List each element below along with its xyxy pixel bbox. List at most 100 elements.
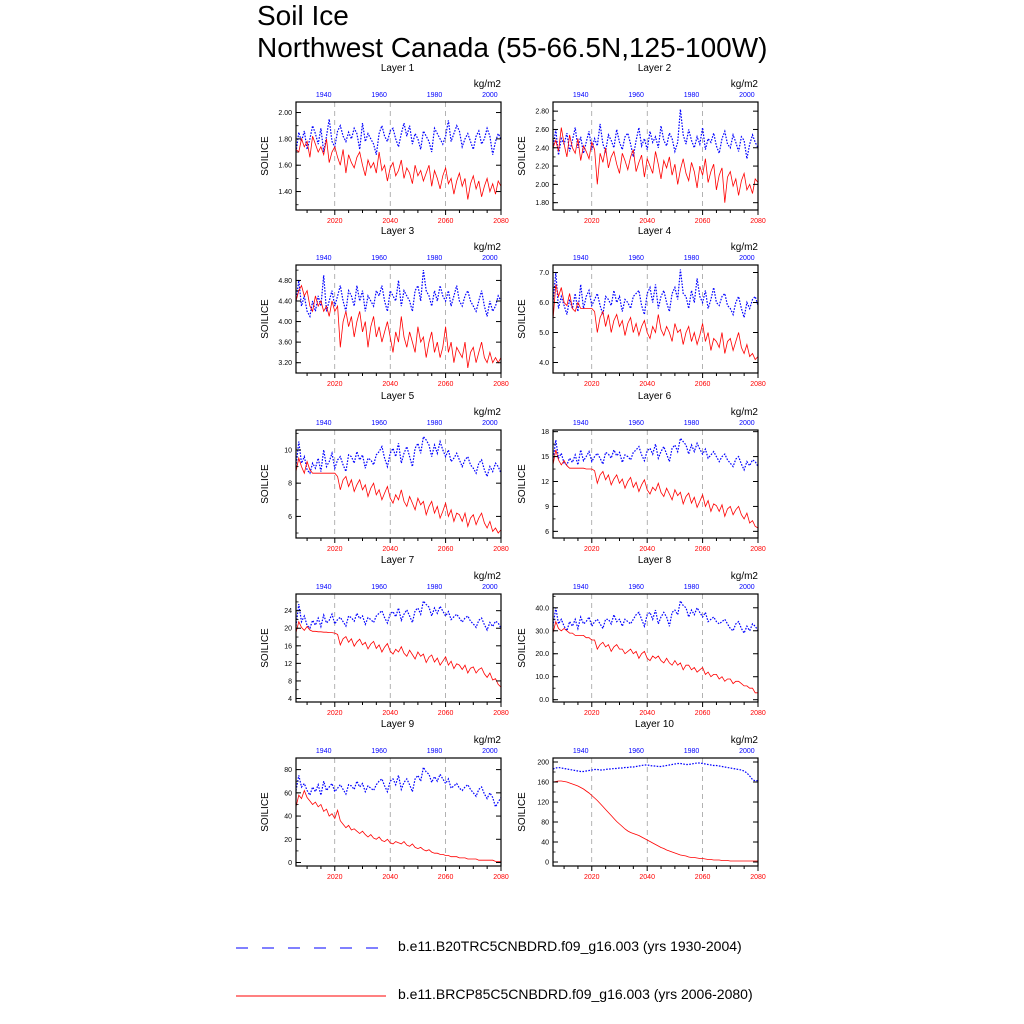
x-tick-label-bottom: 2040 (639, 546, 655, 553)
legend-label-historical: b.e11.B20TRC5CNBDRD.f09_g16.003 (yrs 193… (398, 938, 742, 954)
x-tick-label-bottom: 2060 (438, 218, 454, 225)
x-tick-label-bottom: 2020 (327, 874, 343, 881)
x-tick-label-top: 1980 (684, 92, 700, 99)
y-axis-label: SOILICE (517, 628, 528, 668)
x-tick-label-top: 1960 (628, 420, 644, 427)
x-tick-label-bottom: 2020 (584, 874, 600, 881)
panel-layer-9: Layer 9 kg/m2 0 20 40 60 80 2020 2040 2060 2080 194… (256, 716, 509, 881)
chart-layer-3: Layer 3 kg/m2 3.20 3.60 4.00 4.40 4.80 2020 2040… (260, 226, 509, 388)
x-tick-label-top: 1960 (371, 92, 387, 99)
panel-layer-8: Layer 8 kg/m2 0.0 10.0 20.0 30.0 40.0 2020 2040 2… (513, 552, 766, 717)
y-axis-label: SOILICE (517, 792, 528, 832)
plot-frame (295, 101, 502, 211)
y-tick-label: 18 (541, 429, 549, 436)
x-tick-label-bottom: 2020 (327, 710, 343, 717)
x-tick-label-bottom: 2020 (327, 546, 343, 553)
series-line-future (552, 284, 759, 361)
y-tick-label: 30.0 (535, 628, 549, 635)
y-tick-label: 2.60 (535, 127, 549, 134)
x-tick-label-top: 1980 (684, 584, 700, 591)
panel-layer-5: Layer 5 kg/m2 6 8 10 2020 2040 2060 2080 1940 1960… (256, 388, 509, 553)
x-tick-label-top: 1960 (628, 748, 644, 755)
y-tick-label: 4 (288, 696, 292, 703)
units-label: kg/m2 (731, 242, 759, 253)
x-tick-label-top: 2000 (482, 420, 498, 427)
x-tick-label-bottom: 2080 (493, 218, 509, 225)
panel-title: Layer 5 (381, 391, 415, 402)
y-axis-label: SOILICE (260, 792, 271, 832)
series-line-historical (295, 270, 502, 319)
y-tick-label: 12 (541, 479, 549, 486)
y-tick-label: 6 (545, 529, 549, 536)
chart-layer-10: Layer 10 kg/m2 0 40 80 120 160 200 2020 2040 2060 2… (517, 719, 766, 881)
legend-label-future: b.e11.BRCP85C5CNBDRD.f09_g16.003 (yrs 20… (398, 986, 753, 1002)
x-tick-label-bottom: 2040 (382, 874, 398, 881)
panel-title: Layer 10 (635, 719, 674, 730)
x-tick-label-bottom: 2020 (584, 218, 600, 225)
x-tick-label-top: 1940 (573, 255, 589, 262)
y-tick-label: 40 (284, 814, 292, 821)
x-tick-label-bottom: 2080 (750, 710, 766, 717)
x-tick-label-bottom: 2080 (493, 874, 509, 881)
panel-title: Layer 8 (638, 555, 672, 566)
y-axis-label: SOILICE (517, 136, 528, 176)
panel-title: Layer 4 (638, 226, 672, 237)
x-tick-label-bottom: 2060 (695, 710, 711, 717)
series-line-future (552, 620, 758, 694)
x-tick-label-bottom: 2020 (327, 381, 343, 388)
title-line-1: Soil Ice (257, 0, 349, 31)
y-tick-label: 15 (541, 454, 549, 461)
x-tick-label-top: 1980 (427, 420, 443, 427)
plot-frame (552, 593, 759, 703)
panel-title: Layer 1 (381, 63, 415, 74)
y-tick-label: 4.40 (278, 299, 292, 306)
series-line-future (295, 456, 502, 534)
y-tick-label: 4.0 (539, 360, 549, 367)
x-tick-label-bottom: 2060 (695, 874, 711, 881)
y-tick-label: 2.00 (278, 110, 292, 117)
x-tick-label-top: 1960 (628, 255, 644, 262)
x-tick-label-bottom: 2040 (382, 218, 398, 225)
plot-frame (295, 429, 502, 539)
legend-entry-future: b.e11.BRCP85C5CNBDRD.f09_g16.003 (yrs 20… (0, 986, 1024, 1006)
y-tick-label: 160 (537, 780, 549, 787)
y-tick-label: 3.60 (278, 340, 292, 347)
y-tick-label: 20.0 (535, 651, 549, 658)
legend-swatch-future (236, 995, 386, 997)
panel-title: Layer 3 (381, 226, 415, 237)
x-tick-label-bottom: 2040 (382, 381, 398, 388)
plot-frame (552, 101, 759, 211)
x-tick-label-top: 2000 (482, 584, 498, 591)
y-tick-label: 2.00 (535, 182, 549, 189)
panel-layer-2: Layer 2 kg/m2 1.80 2.00 2.20 2.40 2.60 2.80 2020… (513, 60, 766, 225)
series-line-future (295, 284, 502, 368)
x-tick-label-bottom: 2040 (639, 218, 655, 225)
series-line-historical (552, 436, 759, 472)
x-tick-label-bottom: 2020 (584, 381, 600, 388)
chart-layer-8: Layer 8 kg/m2 0.0 10.0 20.0 30.0 40.0 2020 2040 2… (517, 555, 766, 717)
x-tick-label-bottom: 2020 (584, 546, 600, 553)
x-tick-label-top: 1960 (371, 584, 387, 591)
plot-frame (295, 757, 502, 867)
y-tick-label: 6 (288, 514, 292, 521)
series-line-future (552, 449, 759, 529)
x-tick-label-top: 1940 (316, 584, 332, 591)
x-tick-label-top: 1980 (427, 748, 443, 755)
y-tick-label: 2.40 (535, 145, 549, 152)
y-tick-label: 2.80 (535, 109, 549, 116)
y-tick-label: 4.80 (278, 278, 292, 285)
units-label: kg/m2 (474, 571, 502, 582)
units-label: kg/m2 (731, 735, 759, 746)
x-tick-label-top: 1940 (573, 92, 589, 99)
y-tick-label: 0.0 (539, 697, 549, 704)
series-line-future (552, 127, 759, 203)
plot-frame (295, 593, 502, 703)
plot-frame (552, 429, 759, 539)
x-tick-label-top: 2000 (482, 92, 498, 99)
y-tick-label: 24 (284, 608, 292, 615)
panel-layer-7: Layer 7 kg/m2 4 8 12 16 20 24 2020 2040 2060 2080 19… (256, 552, 509, 717)
x-tick-label-bottom: 2080 (750, 874, 766, 881)
series-line-historical (295, 119, 502, 155)
series-line-future (295, 789, 501, 862)
